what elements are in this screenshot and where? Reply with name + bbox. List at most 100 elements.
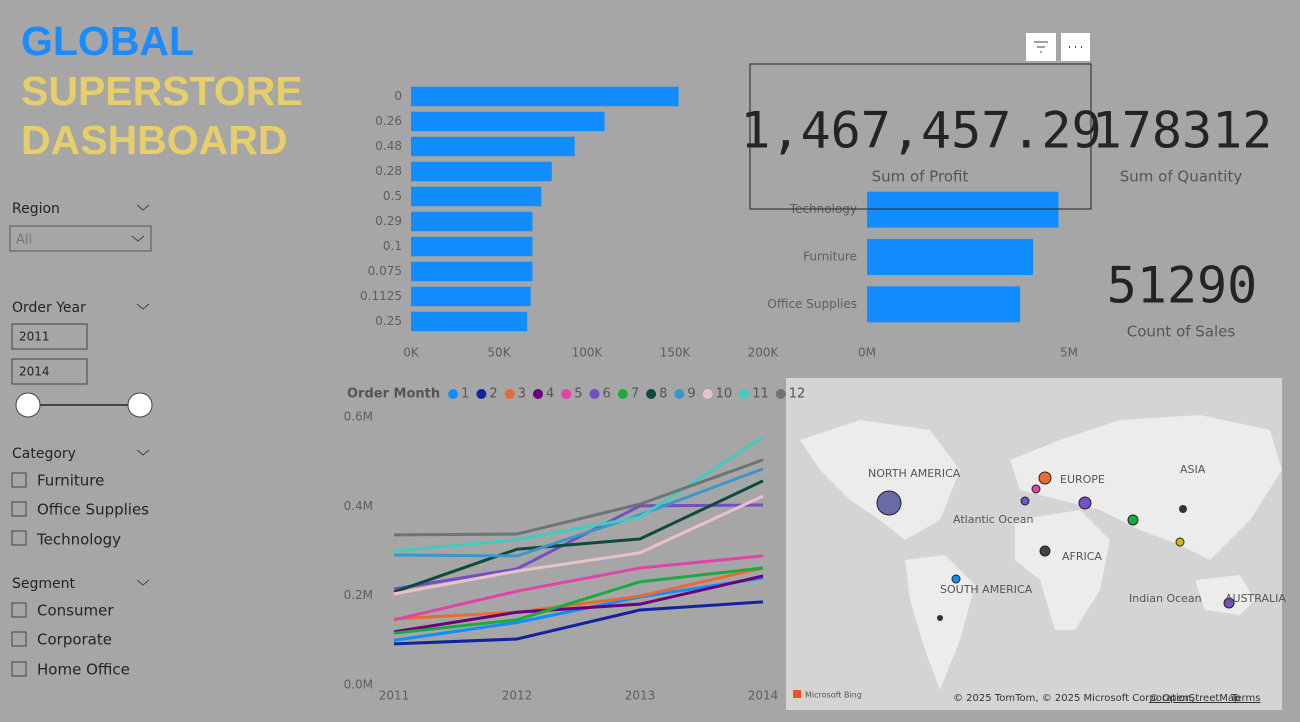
filter-icon (1034, 41, 1048, 53)
y-tick-label: 0.26 (375, 114, 402, 128)
slider-handle[interactable] (15, 392, 41, 418)
line (393, 503, 764, 591)
line (393, 467, 764, 558)
map-pie (1127, 514, 1139, 526)
legend-label: 9 (687, 387, 695, 402)
legend-marker (476, 389, 487, 399)
y-tick-label: 0.4M (344, 499, 373, 513)
map-pie (1020, 496, 1030, 506)
bar (867, 191, 1059, 228)
map-label: EUROPE (1060, 473, 1105, 486)
card-label: Sum of Profit (872, 168, 969, 186)
x-tick-label: 2014 (748, 689, 779, 703)
slicer-item: Furniture (37, 472, 104, 490)
year-input[interactable] (11, 323, 88, 350)
land (800, 420, 960, 540)
legend-label: 2 (489, 387, 497, 402)
legend-marker (702, 389, 713, 399)
y-tick-label: 0.075 (368, 264, 402, 278)
checkbox[interactable] (11, 501, 27, 517)
checkbox[interactable] (11, 602, 27, 618)
legend-label: 3 (518, 387, 526, 402)
legend-label: 7 (631, 387, 639, 402)
checkbox[interactable] (11, 661, 27, 677)
card-value: 51290 (1107, 257, 1258, 315)
land (905, 555, 975, 690)
year-input[interactable] (11, 358, 88, 385)
x-tick-label: 0M (858, 346, 876, 360)
card-label: Count of Sales (1127, 323, 1236, 341)
slider-handle[interactable] (127, 392, 153, 418)
x-tick-label: 50K (487, 346, 511, 360)
legend-marker (504, 389, 515, 399)
chevron (131, 235, 145, 242)
checkbox[interactable] (11, 472, 27, 488)
map-label: Atlantic Ocean (953, 513, 1034, 526)
bar (411, 111, 605, 132)
legend-marker (589, 389, 600, 399)
map-pie (937, 615, 943, 621)
map-pie (1038, 471, 1052, 485)
slicer-item: Technology (36, 531, 121, 549)
line (393, 574, 764, 634)
bar (411, 161, 552, 182)
legend-marker (532, 389, 543, 399)
y-tick-label: Furniture (803, 250, 857, 264)
bar (411, 86, 679, 107)
bar (411, 186, 542, 207)
legend-label: 1 (461, 387, 469, 402)
line (393, 435, 764, 553)
checkbox[interactable] (11, 631, 27, 647)
title-line: SUPERSTORE (21, 68, 303, 114)
map-pie (1031, 484, 1041, 494)
dropdown[interactable] (9, 225, 152, 252)
slicer-title: Segment (12, 576, 76, 592)
osm-link[interactable]: © OpenStreetMap (1149, 693, 1240, 704)
line (393, 576, 764, 642)
x-tick-label: 100K (572, 346, 604, 360)
land (1015, 510, 1110, 630)
line (393, 566, 764, 621)
legend-label: 4 (546, 387, 554, 402)
legend-label: 12 (789, 387, 806, 402)
legend-marker (739, 389, 750, 399)
x-tick-label: 2012 (502, 689, 533, 703)
legend-label: 6 (603, 387, 611, 402)
legend-marker (775, 389, 786, 399)
map-pie (1179, 505, 1187, 513)
y-tick-label: 0.2M (344, 588, 373, 602)
focus-frame (749, 63, 1092, 210)
card-value: 178312 (1092, 102, 1273, 160)
bar (411, 236, 533, 257)
legend-marker (674, 389, 685, 399)
line (393, 600, 764, 646)
map-pie (951, 574, 961, 584)
slicer-title: Order Year (12, 300, 86, 316)
y-tick-label: 0.1 (383, 239, 402, 253)
bar (867, 239, 1034, 275)
brand-logo (793, 690, 801, 698)
segment-slicer: Segment Consumer Corporate Home Office (11, 576, 150, 679)
chevron[interactable] (136, 204, 150, 211)
legend-label: 5 (574, 387, 582, 402)
slicer-item: Corporate (37, 631, 112, 649)
chevron[interactable] (136, 449, 150, 456)
y-tick-label: 0.28 (375, 164, 402, 178)
chevron[interactable] (136, 579, 150, 586)
map-pie (1078, 496, 1092, 510)
slicer-title: Category (12, 446, 76, 462)
x-tick-label: 2011 (379, 689, 410, 703)
map-label: Indian Ocean (1129, 592, 1202, 605)
terms-link[interactable]: Terms (1230, 693, 1260, 704)
checkbox[interactable] (11, 530, 27, 546)
line (393, 494, 764, 596)
category-slicer: Category Furniture Office Supplies Techn… (11, 446, 150, 549)
slicer-item: Office Supplies (37, 501, 149, 519)
legend-marker (617, 389, 628, 399)
y-tick-label: 0.29 (375, 214, 402, 228)
slicer-item: Consumer (37, 602, 114, 620)
chevron[interactable] (136, 303, 150, 310)
legend-marker (448, 389, 459, 399)
slicer-title: Region (12, 201, 60, 217)
